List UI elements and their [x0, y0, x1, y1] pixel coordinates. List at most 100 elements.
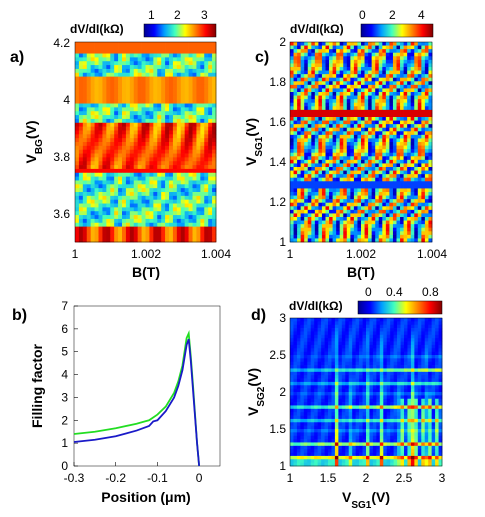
panel-c-cell — [300, 42, 305, 46]
panel-a-cell — [90, 76, 95, 81]
panel-a-cell — [118, 218, 123, 224]
panel-a-cell — [180, 92, 186, 97]
panel-c-cell — [378, 217, 383, 221]
panel-a-cell — [90, 238, 95, 243]
panel-c-cell — [353, 77, 358, 82]
panel-a-cell — [141, 199, 146, 204]
panel-d-cell — [390, 351, 394, 356]
panel-c-cell — [424, 106, 429, 111]
panel-a-cell — [172, 115, 178, 120]
panel-a-cell — [78, 188, 84, 193]
panel-a-cell — [157, 45, 162, 51]
panel-c-cell — [378, 63, 383, 68]
panel-c-cell — [396, 209, 401, 214]
panel-a-cell — [106, 65, 111, 70]
panel-c-cell — [304, 95, 309, 100]
panel-d-cell — [296, 348, 301, 352]
panel-c-cell — [307, 127, 312, 132]
panel-a-cell — [98, 188, 103, 193]
panel-c-cell — [350, 177, 355, 182]
panel-c-cell — [392, 63, 397, 68]
panel-c-cell — [325, 120, 330, 125]
panel-c-cell — [339, 195, 344, 200]
panel-c-cell — [385, 224, 390, 229]
panel-c-cell — [343, 124, 348, 129]
panel-c-cell — [407, 159, 412, 164]
panel-c-cell — [353, 156, 358, 161]
panel-c-cell — [318, 163, 323, 168]
panel-d-cell — [397, 371, 401, 376]
panel-a-cell — [153, 234, 158, 239]
panel-c-cell — [424, 99, 429, 104]
panel-a-cell — [184, 92, 189, 97]
panel-a-cell — [169, 95, 174, 101]
panel-a-ytick-3.6: 3.6 — [53, 207, 70, 221]
panel-a-cell — [212, 88, 217, 93]
panel-a-cell — [141, 95, 146, 101]
panel-d-cell — [359, 328, 363, 332]
panel-c-cell — [314, 167, 319, 171]
panel-a-cell — [125, 184, 131, 189]
panel-a-cell — [212, 230, 217, 235]
panel-a-cell — [149, 172, 154, 177]
panel-d-cell — [324, 338, 329, 342]
panel-d-cell — [379, 375, 384, 379]
panel-a-cell — [110, 149, 115, 154]
panel-c-cell — [311, 142, 316, 146]
panel-a-cell — [176, 65, 182, 70]
panel-a-cell — [188, 111, 193, 116]
panel-a-cell — [141, 153, 146, 158]
panel-c-cell — [364, 145, 369, 150]
panel-a-cell — [114, 42, 119, 47]
panel-a-cell — [188, 199, 193, 204]
panel-c-cell — [297, 81, 301, 86]
panel-c-cell — [297, 95, 301, 100]
panel-a-cell — [176, 230, 182, 235]
panel-c-cell — [290, 77, 294, 82]
panel-d-cell — [435, 331, 439, 336]
panel-a-cell — [145, 45, 150, 51]
panel-c-cell — [417, 59, 422, 64]
panel-a-cell — [180, 111, 186, 116]
panel-c-cell — [339, 177, 344, 182]
panel-a-cell — [169, 222, 174, 227]
panel-c-cell — [364, 199, 369, 204]
panel-a-cell — [118, 142, 123, 147]
panel-a-cell — [94, 230, 99, 235]
panel-a-cell — [157, 134, 162, 139]
panel-c-cell — [428, 213, 433, 218]
panel-a-cell — [149, 80, 154, 85]
panel-c-cell — [414, 92, 419, 96]
panel-d-cell — [359, 358, 363, 363]
panel-c-cell — [318, 224, 323, 229]
panel-a-cell — [184, 211, 189, 216]
panel-a-cell — [165, 234, 170, 239]
panel-a-cell — [169, 138, 174, 143]
panel-a-cell — [212, 199, 217, 204]
panel-d-cell — [324, 334, 329, 339]
panel-a-cell — [75, 111, 80, 116]
panel-c-cell — [314, 170, 319, 175]
panel-d-cell — [310, 331, 315, 336]
panel-a-cell — [122, 157, 127, 162]
panel-d-cell — [383, 318, 388, 322]
panel-c-cell — [371, 170, 376, 175]
panel-a-cell — [122, 207, 127, 212]
panel-c-cell — [417, 117, 422, 121]
panel-c-cell — [300, 113, 305, 118]
panel-a-cell — [176, 76, 182, 81]
panel-c-cell — [357, 120, 362, 125]
panel-c-cell — [389, 45, 394, 50]
panel-a-cell — [196, 157, 201, 162]
panel-a-cell — [141, 230, 146, 235]
panel-c-cell — [378, 52, 383, 57]
panel-a-cell — [200, 153, 205, 158]
panel-c-cell — [329, 156, 333, 161]
panel-a-cell — [200, 45, 205, 51]
panel-c-cell — [311, 120, 316, 125]
panel-c-cell — [361, 167, 365, 171]
panel-a-cell — [125, 234, 131, 239]
panel-a-cell — [200, 111, 205, 116]
panel-c-cell — [389, 152, 394, 157]
panel-c-cell — [378, 120, 383, 125]
